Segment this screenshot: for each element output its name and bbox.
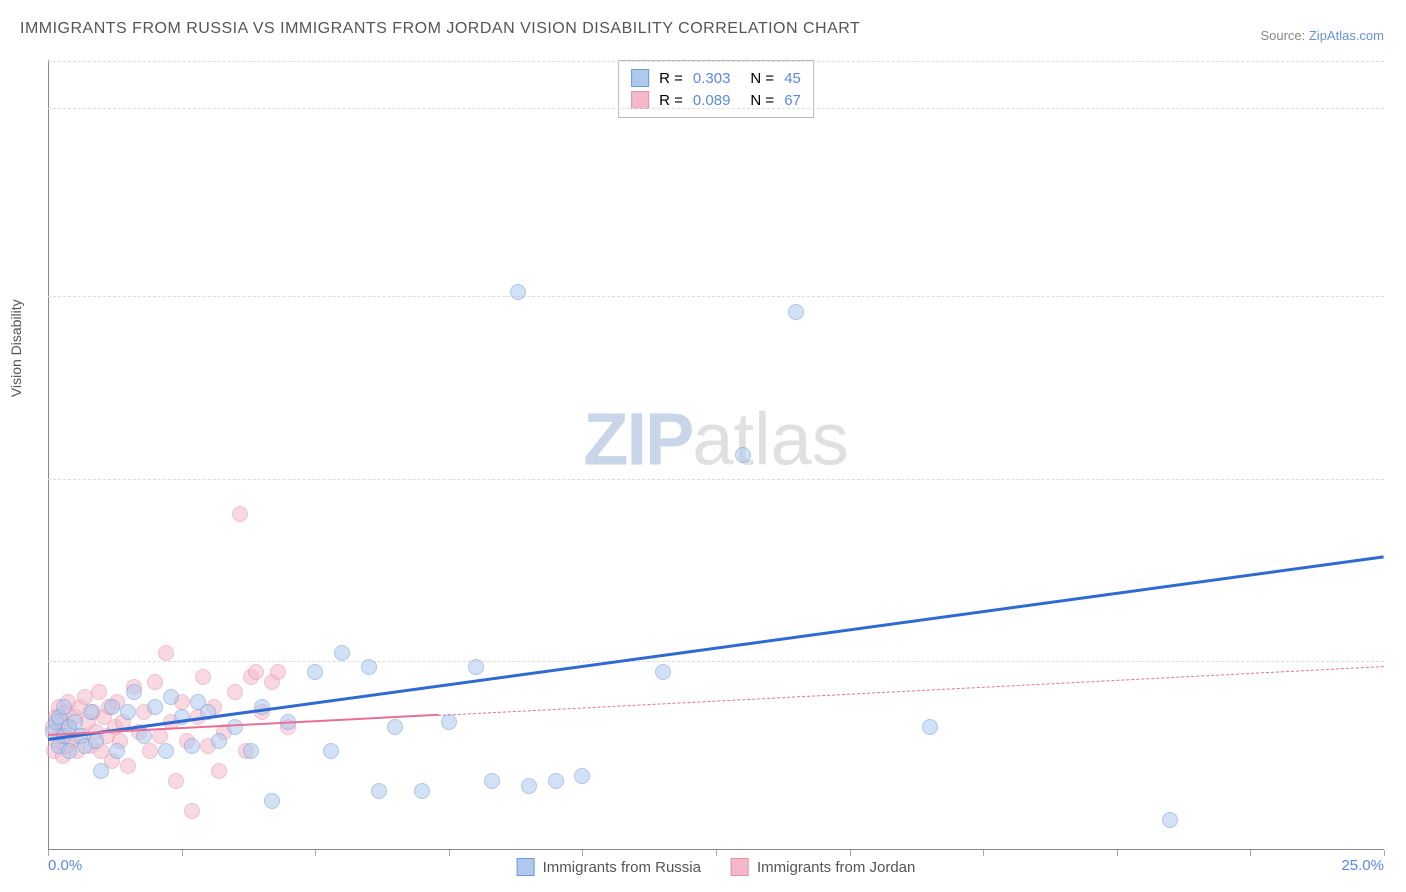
n-value: 45: [784, 70, 801, 87]
scatter-point: [126, 684, 142, 700]
watermark-light: atlas: [692, 398, 848, 481]
scatter-point: [184, 803, 200, 819]
x-tick: [1250, 850, 1251, 856]
scatter-point: [414, 783, 430, 799]
scatter-point: [61, 743, 77, 759]
trend-line: [438, 666, 1384, 716]
scatter-point: [270, 664, 286, 680]
legend-row-russia: R = 0.303 N = 45: [631, 67, 801, 89]
scatter-point: [387, 719, 403, 735]
scatter-point: [168, 773, 184, 789]
source-attribution: Source: ZipAtlas.com: [1260, 28, 1384, 43]
scatter-point: [548, 773, 564, 789]
n-label: N =: [750, 92, 774, 109]
source-link[interactable]: ZipAtlas.com: [1309, 28, 1384, 43]
scatter-point: [120, 704, 136, 720]
scatter-point: [109, 743, 125, 759]
scatter-point: [158, 645, 174, 661]
x-tick-label: 25.0%: [1341, 857, 1384, 874]
scatter-point: [67, 714, 83, 730]
n-value: 67: [784, 92, 801, 109]
x-tick: [1117, 850, 1118, 856]
scatter-point: [163, 689, 179, 705]
n-label: N =: [750, 70, 774, 87]
scatter-point: [142, 743, 158, 759]
scatter-point: [195, 669, 211, 685]
scatter-point: [735, 447, 751, 463]
scatter-point: [147, 674, 163, 690]
scatter-point: [1162, 812, 1178, 828]
scatter-point: [922, 719, 938, 735]
r-label: R =: [659, 92, 683, 109]
scatter-point: [88, 733, 104, 749]
scatter-point: [248, 664, 264, 680]
x-tick-label: 0.0%: [48, 857, 82, 874]
watermark-bold: ZIP: [583, 398, 692, 481]
r-value: 0.303: [693, 70, 731, 87]
scatter-point: [521, 778, 537, 794]
scatter-point: [788, 304, 804, 320]
scatter-point: [655, 664, 671, 680]
swatch-jordan: [731, 858, 749, 876]
scatter-point: [93, 763, 109, 779]
swatch-russia: [517, 858, 535, 876]
source-prefix: Source:: [1260, 28, 1308, 43]
x-tick: [716, 850, 717, 856]
series-name: Immigrants from Russia: [543, 859, 701, 876]
x-tick: [983, 850, 984, 856]
scatter-point: [484, 773, 500, 789]
gridline-h: [48, 108, 1384, 109]
r-value: 0.089: [693, 92, 731, 109]
legend-item-jordan: Immigrants from Jordan: [731, 858, 915, 876]
watermark: ZIPatlas: [583, 397, 848, 482]
scatter-point: [574, 768, 590, 784]
scatter-point: [334, 645, 350, 661]
x-tick: [182, 850, 183, 856]
scatter-point: [510, 284, 526, 300]
scatter-point: [83, 704, 99, 720]
x-tick: [449, 850, 450, 856]
r-label: R =: [659, 70, 683, 87]
x-tick: [1384, 850, 1385, 856]
gridline-h: [48, 661, 1384, 662]
y-axis-label: Vision Disability: [8, 299, 24, 397]
scatter-point: [307, 664, 323, 680]
gridline-h: [48, 61, 1384, 62]
x-tick: [315, 850, 316, 856]
chart-title: IMMIGRANTS FROM RUSSIA VS IMMIGRANTS FRO…: [20, 20, 860, 38]
scatter-point: [152, 728, 168, 744]
scatter-point: [120, 758, 136, 774]
gridline-h: [48, 296, 1384, 297]
x-tick: [582, 850, 583, 856]
scatter-point: [184, 738, 200, 754]
scatter-point: [232, 506, 248, 522]
scatter-point: [91, 684, 107, 700]
scatter-point: [227, 684, 243, 700]
scatter-point: [441, 714, 457, 730]
x-tick: [850, 850, 851, 856]
scatter-point: [56, 699, 72, 715]
scatter-point: [468, 659, 484, 675]
scatter-point: [211, 733, 227, 749]
scatter-plot: ZIPatlas R = 0.303 N = 45 R = 0.089 N = …: [48, 60, 1384, 850]
scatter-point: [243, 743, 259, 759]
scatter-point: [158, 743, 174, 759]
scatter-point: [211, 763, 227, 779]
scatter-point: [323, 743, 339, 759]
series-name: Immigrants from Jordan: [757, 859, 915, 876]
scatter-point: [104, 699, 120, 715]
swatch-jordan: [631, 91, 649, 109]
swatch-russia: [631, 69, 649, 87]
scatter-point: [264, 793, 280, 809]
x-tick: [48, 850, 49, 856]
scatter-point: [147, 699, 163, 715]
scatter-point: [361, 659, 377, 675]
gridline-h: [48, 479, 1384, 480]
series-legend: Immigrants from Russia Immigrants from J…: [517, 858, 916, 876]
legend-item-russia: Immigrants from Russia: [517, 858, 701, 876]
scatter-point: [371, 783, 387, 799]
trend-line: [48, 556, 1384, 742]
